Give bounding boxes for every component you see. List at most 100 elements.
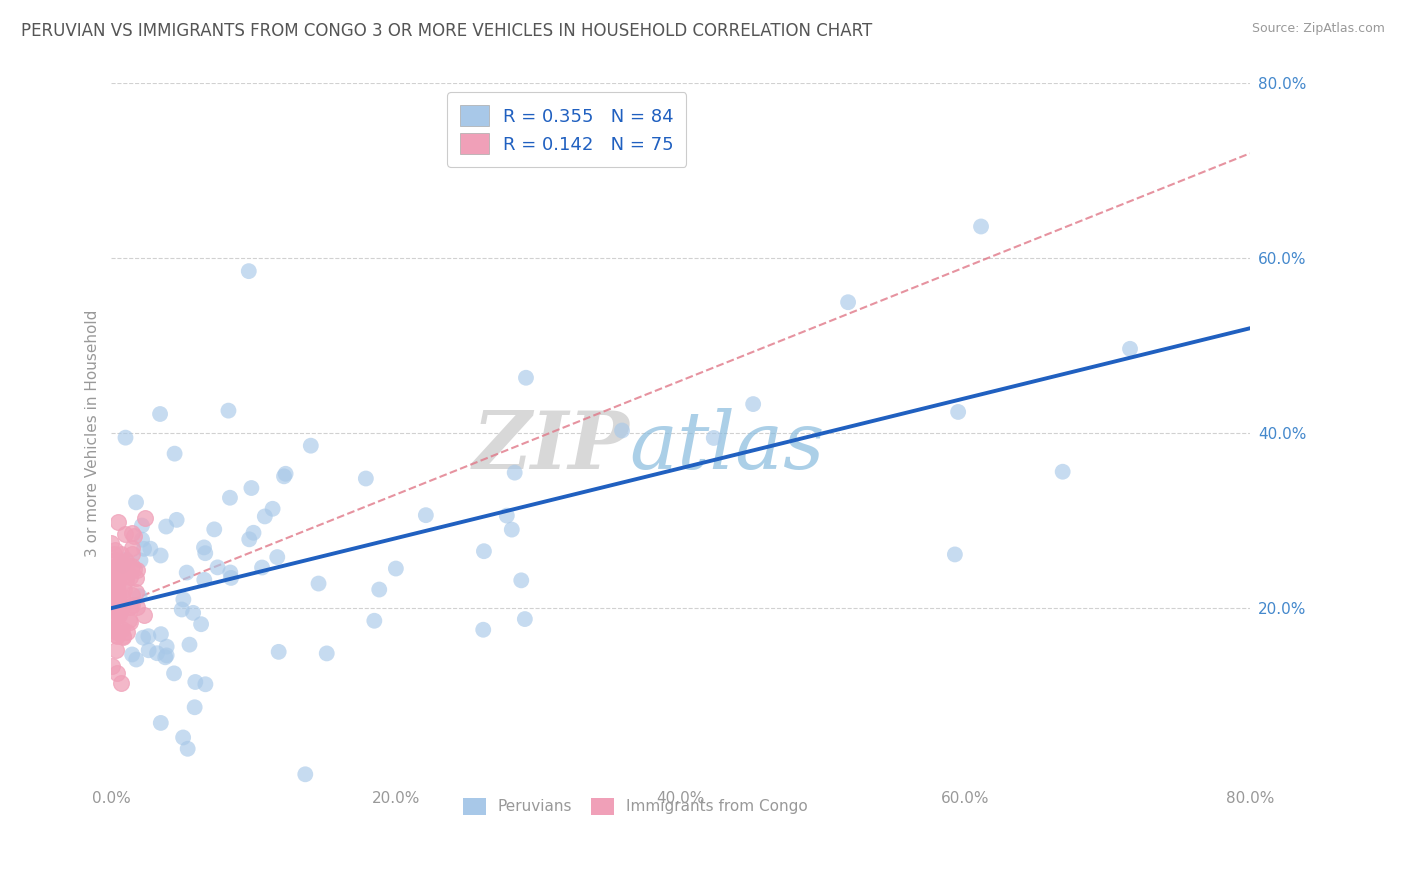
Point	[155, 650, 177, 665]
Point	[703, 431, 725, 445]
Point	[262, 501, 284, 516]
Point	[110, 554, 132, 568]
Point	[105, 666, 128, 681]
Point	[103, 547, 125, 561]
Point	[219, 491, 242, 505]
Point	[103, 596, 125, 610]
Point	[181, 606, 204, 620]
Point	[274, 467, 297, 481]
Point	[176, 566, 198, 580]
Point	[472, 544, 495, 558]
Point	[101, 623, 124, 637]
Point	[101, 574, 124, 589]
Point	[238, 264, 260, 278]
Point	[190, 617, 212, 632]
Point	[250, 560, 273, 574]
Point	[217, 403, 239, 417]
Point	[112, 557, 135, 571]
Point	[368, 582, 391, 597]
Point	[202, 522, 225, 536]
Point	[503, 466, 526, 480]
Point	[207, 560, 229, 574]
Point	[110, 547, 132, 561]
Point	[155, 519, 177, 533]
Point	[363, 614, 385, 628]
Point	[104, 610, 127, 624]
Point	[105, 582, 128, 596]
Point	[943, 548, 966, 562]
Point	[179, 638, 201, 652]
Point	[104, 553, 127, 567]
Text: atlas: atlas	[630, 409, 825, 486]
Point	[253, 509, 276, 524]
Point	[104, 581, 127, 595]
Point	[110, 676, 132, 690]
Point	[103, 559, 125, 574]
Point	[163, 447, 186, 461]
Point	[308, 576, 330, 591]
Point	[273, 469, 295, 483]
Point	[946, 405, 969, 419]
Point	[170, 602, 193, 616]
Point	[105, 629, 128, 643]
Point	[193, 541, 215, 555]
Point	[104, 574, 127, 588]
Point	[149, 407, 172, 421]
Point	[114, 431, 136, 445]
Text: ZIP: ZIP	[472, 409, 630, 486]
Point	[101, 592, 124, 607]
Point	[415, 508, 437, 523]
Point	[105, 560, 128, 574]
Point	[111, 558, 134, 573]
Point	[103, 622, 125, 636]
Point	[242, 525, 264, 540]
Point	[121, 599, 143, 613]
Point	[103, 620, 125, 634]
Point	[193, 573, 215, 587]
Point	[121, 648, 143, 662]
Point	[111, 599, 134, 614]
Point	[156, 640, 179, 654]
Point	[131, 533, 153, 547]
Point	[115, 567, 138, 582]
Point	[112, 630, 135, 644]
Point	[115, 574, 138, 588]
Point	[1119, 342, 1142, 356]
Point	[125, 563, 148, 577]
Point	[172, 592, 194, 607]
Point	[107, 516, 129, 530]
Point	[132, 607, 155, 622]
Point	[105, 625, 128, 640]
Y-axis label: 3 or more Vehicles in Household: 3 or more Vehicles in Household	[86, 310, 100, 557]
Point	[163, 666, 186, 681]
Point	[107, 590, 129, 604]
Point	[104, 569, 127, 583]
Point	[132, 631, 155, 645]
Point	[105, 606, 128, 620]
Point	[128, 589, 150, 603]
Point	[112, 582, 135, 597]
Text: Source: ZipAtlas.com: Source: ZipAtlas.com	[1251, 22, 1385, 36]
Point	[103, 602, 125, 616]
Point	[219, 571, 242, 585]
Point	[104, 570, 127, 584]
Point	[149, 627, 172, 641]
Point	[121, 558, 143, 573]
Point	[110, 603, 132, 617]
Point	[166, 513, 188, 527]
Point	[101, 601, 124, 615]
Point	[121, 541, 143, 555]
Point	[107, 600, 129, 615]
Point	[125, 495, 148, 509]
Point	[267, 645, 290, 659]
Point	[194, 677, 217, 691]
Point	[134, 510, 156, 524]
Point	[105, 563, 128, 577]
Point	[115, 564, 138, 578]
Point	[105, 643, 128, 657]
Point	[132, 541, 155, 556]
Point	[385, 561, 408, 575]
Point	[238, 533, 260, 547]
Point	[125, 652, 148, 666]
Point	[354, 471, 377, 485]
